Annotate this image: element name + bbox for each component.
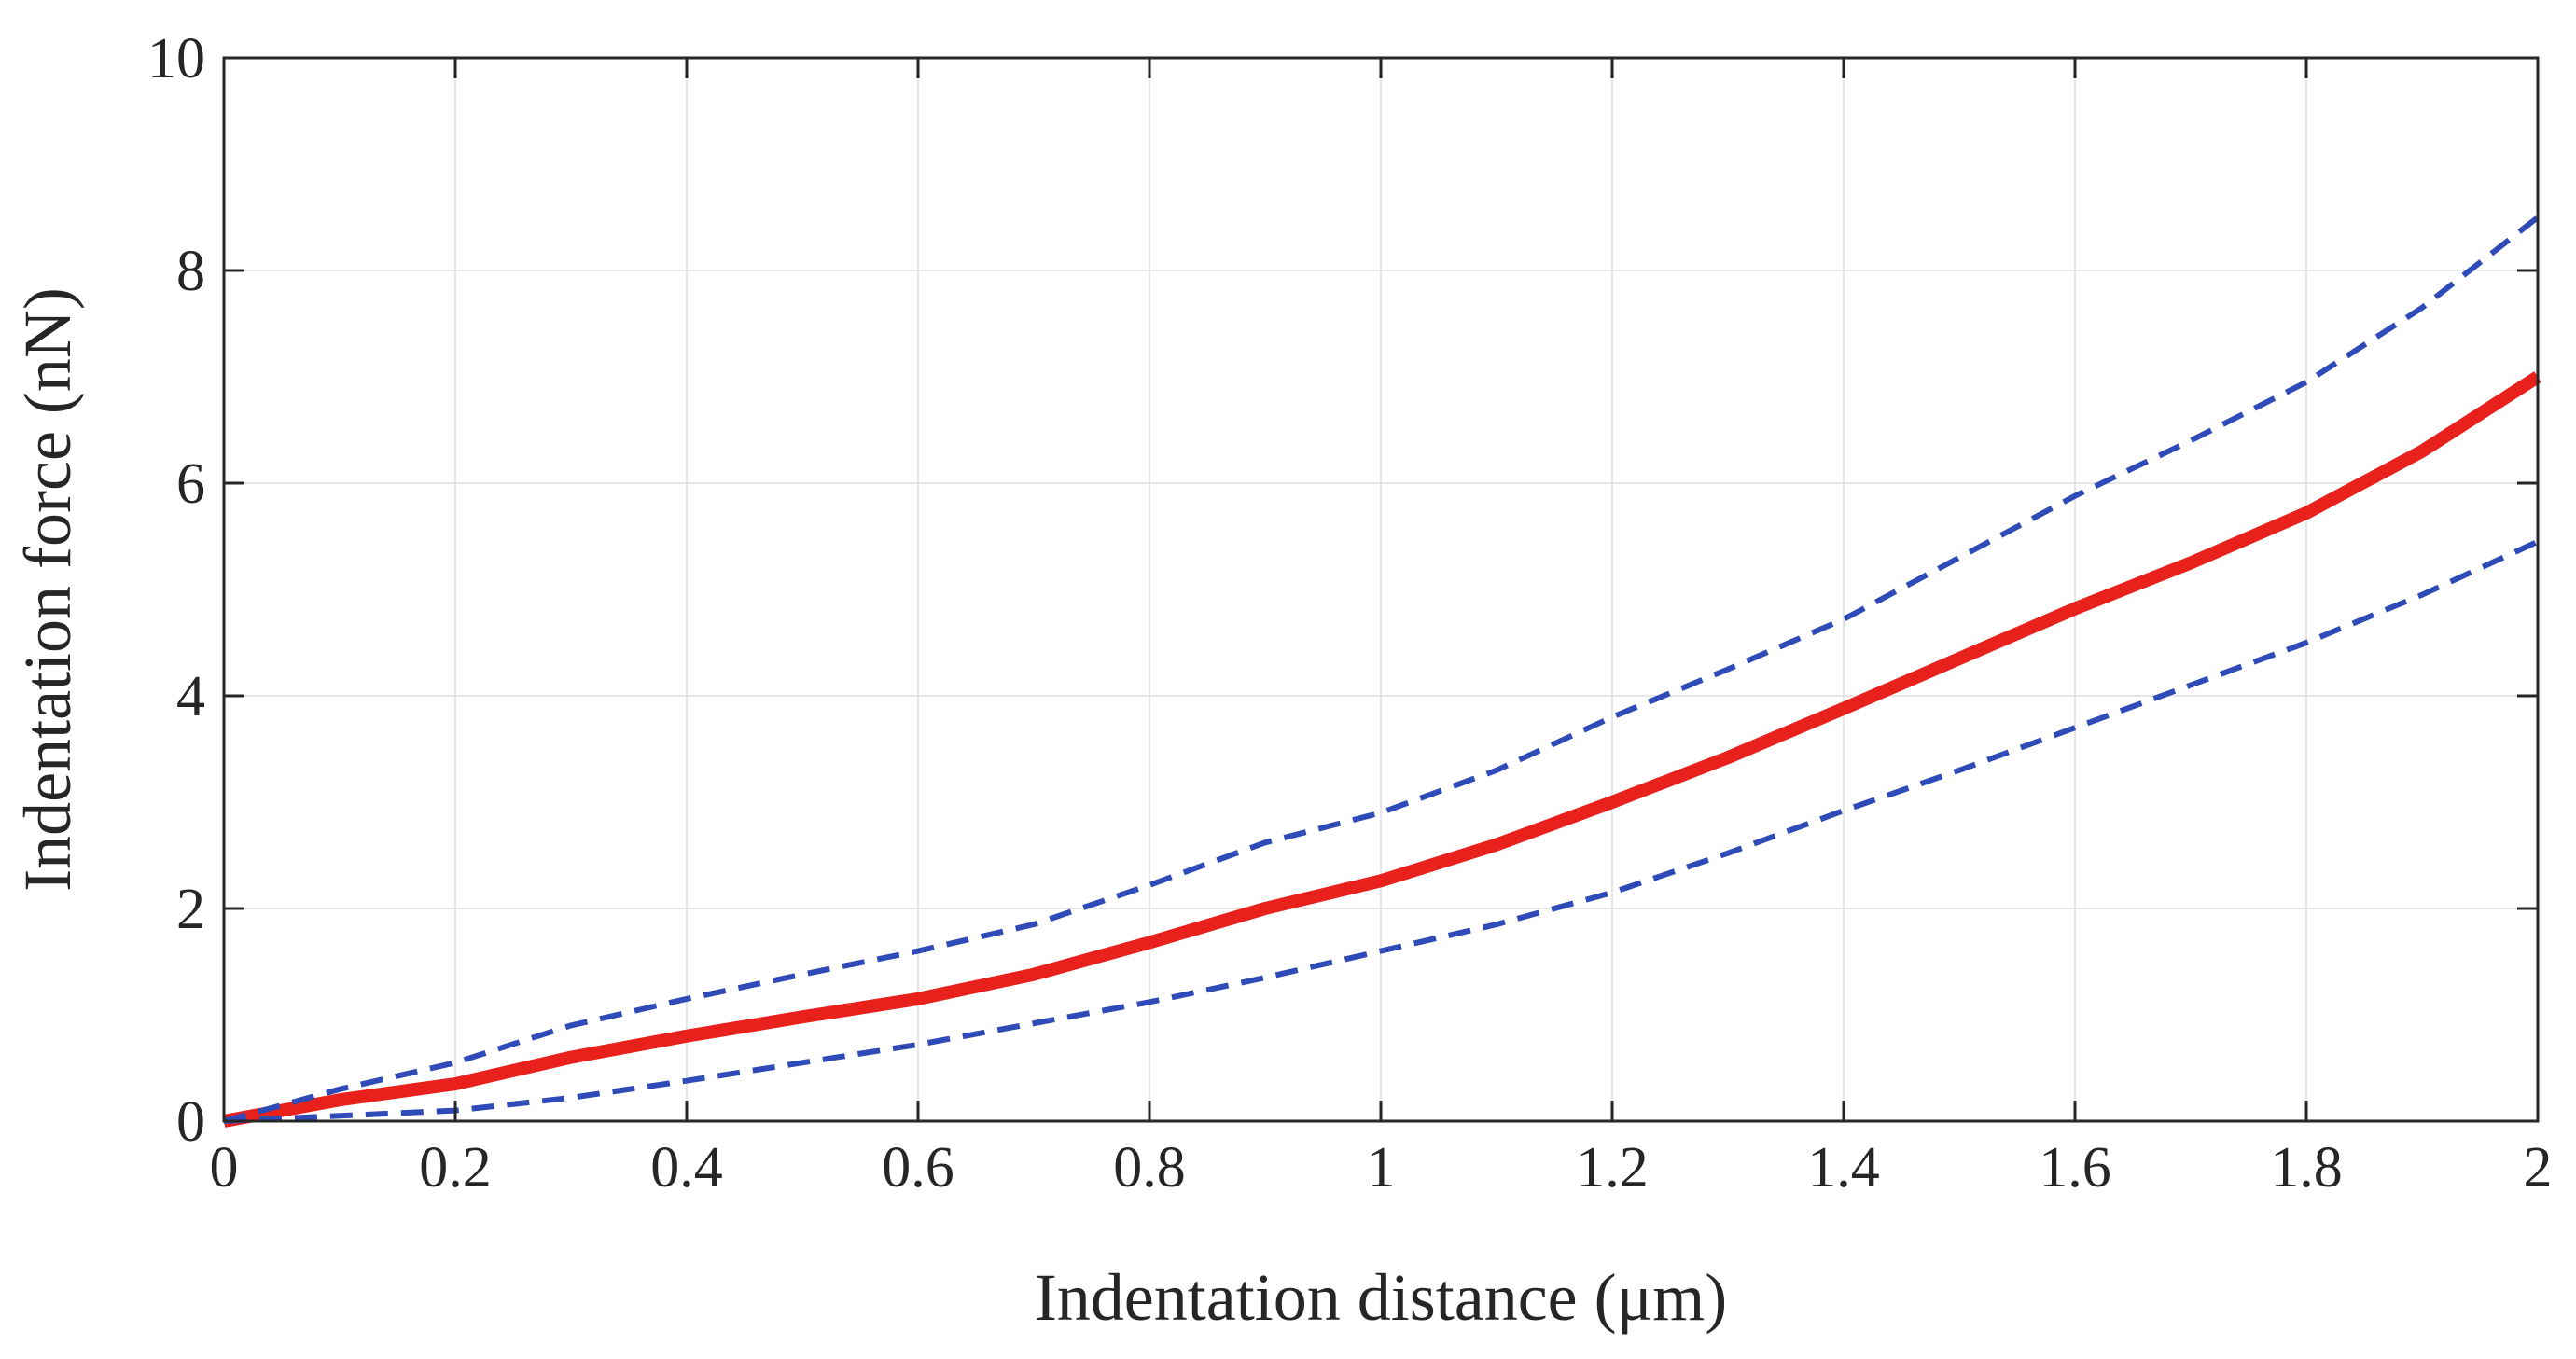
x-tick-label: 1.4 — [1807, 1136, 1880, 1200]
y-tick-label: 0 — [176, 1090, 205, 1154]
x-tick-label: 2 — [2524, 1136, 2553, 1200]
x-tick-label: 0.6 — [882, 1136, 954, 1200]
y-tick-label: 10 — [147, 27, 205, 90]
grid-lines — [223, 57, 2539, 1122]
y-tick-label: 8 — [176, 240, 205, 303]
y-tick-label: 6 — [176, 452, 205, 516]
x-tick-labels: 0 0.2 0.4 0.6 0.8 1 1.2 1.4 1.6 1.8 2 — [210, 1136, 2553, 1200]
x-tick-label: 0.8 — [1113, 1136, 1186, 1200]
tick-marks — [222, 56, 2540, 1123]
x-tick-label: 0.4 — [650, 1136, 723, 1200]
series-line-upper-bound — [223, 215, 2540, 1124]
y-axis-label: Indentation force (nN) — [10, 287, 85, 892]
series-line-lower-bound — [223, 538, 2540, 1124]
y-tick-labels: 0 2 4 6 8 10 — [147, 27, 205, 1154]
y-tick-label: 2 — [176, 878, 205, 941]
x-tick-label: 1 — [1367, 1136, 1396, 1200]
x-tick-label: 1.6 — [2039, 1136, 2111, 1200]
series-group — [222, 215, 2541, 1128]
x-tick-label: 1.2 — [1576, 1136, 1649, 1200]
x-axis-label: Indentation distance (μm) — [1035, 1260, 1727, 1335]
x-tick-label: 0.2 — [419, 1136, 492, 1200]
y-tick-label: 4 — [176, 665, 205, 728]
series-line-mean — [222, 371, 2541, 1128]
x-tick-label: 1.8 — [2270, 1136, 2343, 1200]
x-tick-label: 0 — [210, 1136, 239, 1200]
